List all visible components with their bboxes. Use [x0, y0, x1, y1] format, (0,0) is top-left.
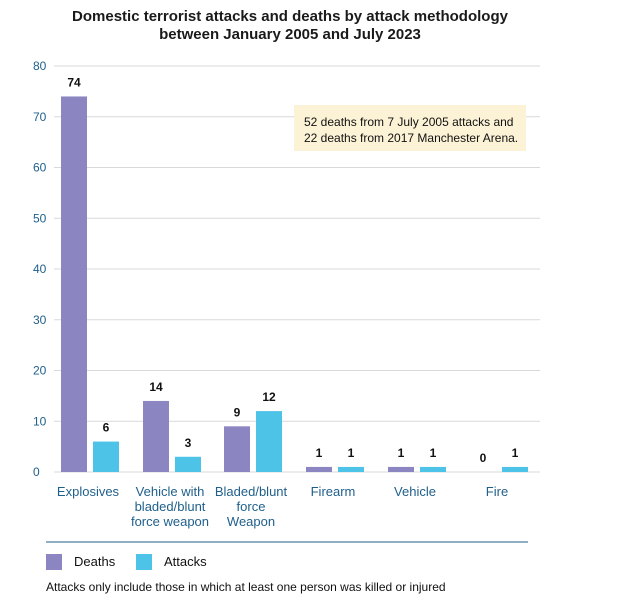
x-category-label-1-line-0: Vehicle with — [136, 484, 205, 499]
x-category-label-2-line-0: Bladed/blunt — [215, 484, 288, 499]
data-label-attacks-0: 6 — [103, 421, 110, 435]
data-label-deaths-1: 14 — [149, 380, 163, 394]
legend-swatch-attacks — [136, 554, 152, 570]
chart-footnote: Attacks only include those in which at l… — [46, 580, 446, 594]
x-category-label-5-line-0: Fire — [486, 484, 508, 499]
x-category-label-1-line-2: force weapon — [131, 514, 209, 529]
chart-annotation: 52 deaths from 7 July 2005 attacks and 2… — [294, 105, 526, 151]
y-tick-label-60: 60 — [33, 161, 47, 175]
y-tick-label-70: 70 — [33, 110, 47, 124]
legend-label-deaths: Deaths — [74, 554, 116, 569]
y-tick-label-10: 10 — [33, 414, 47, 428]
bar-deaths-4 — [388, 466, 414, 472]
legend-swatch-deaths — [46, 554, 62, 570]
data-label-deaths-5: 0 — [480, 451, 487, 465]
x-category-label-0-line-0: Explosives — [57, 484, 120, 499]
bar-deaths-0 — [61, 96, 87, 472]
bar-attacks-1 — [175, 456, 201, 472]
annotation-line-1: 52 deaths from 7 July 2005 attacks and — [304, 115, 514, 129]
legend-label-attacks: Attacks — [164, 554, 207, 569]
bar-attacks-5 — [502, 466, 528, 472]
data-label-attacks-2: 12 — [262, 390, 276, 404]
data-label-attacks-5: 1 — [512, 446, 519, 460]
y-tick-label-50: 50 — [33, 211, 47, 225]
bar-attacks-0 — [93, 441, 119, 472]
x-category-label-2-line-1: force — [237, 499, 266, 514]
bar-attacks-3 — [338, 466, 364, 472]
data-label-deaths-0: 74 — [67, 75, 81, 89]
x-category-label-3-line-0: Firearm — [311, 484, 356, 499]
y-tick-label-80: 80 — [33, 59, 47, 73]
bar-attacks-2 — [256, 411, 282, 472]
y-tick-label-30: 30 — [33, 313, 47, 327]
data-label-deaths-4: 1 — [398, 446, 405, 460]
bar-attacks-4 — [420, 466, 446, 472]
bar-deaths-2 — [224, 426, 250, 472]
chart-title-line-2: between January 2005 and July 2023 — [159, 26, 421, 43]
y-tick-label-0: 0 — [33, 465, 40, 479]
data-label-attacks-1: 3 — [185, 436, 192, 450]
y-tick-label-40: 40 — [33, 262, 47, 276]
data-label-deaths-3: 1 — [316, 446, 323, 460]
annotation-line-2: 22 deaths from 2017 Manchester Arena. — [304, 131, 519, 145]
bar-deaths-3 — [306, 466, 332, 472]
data-label-attacks-4: 1 — [430, 446, 437, 460]
x-category-label-1-line-1: bladed/blunt — [135, 499, 206, 514]
y-tick-label-20: 20 — [33, 364, 47, 378]
data-label-deaths-2: 9 — [234, 405, 241, 419]
x-category-label-4-line-0: Vehicle — [394, 484, 436, 499]
chart-title: Domestic terrorist attacks and deaths by… — [40, 8, 540, 44]
chart-title-line-1: Domestic terrorist attacks and deaths by… — [72, 8, 508, 25]
x-category-label-2-line-2: Weapon — [227, 514, 275, 529]
data-label-attacks-3: 1 — [348, 446, 355, 460]
bar-deaths-1 — [143, 400, 169, 472]
